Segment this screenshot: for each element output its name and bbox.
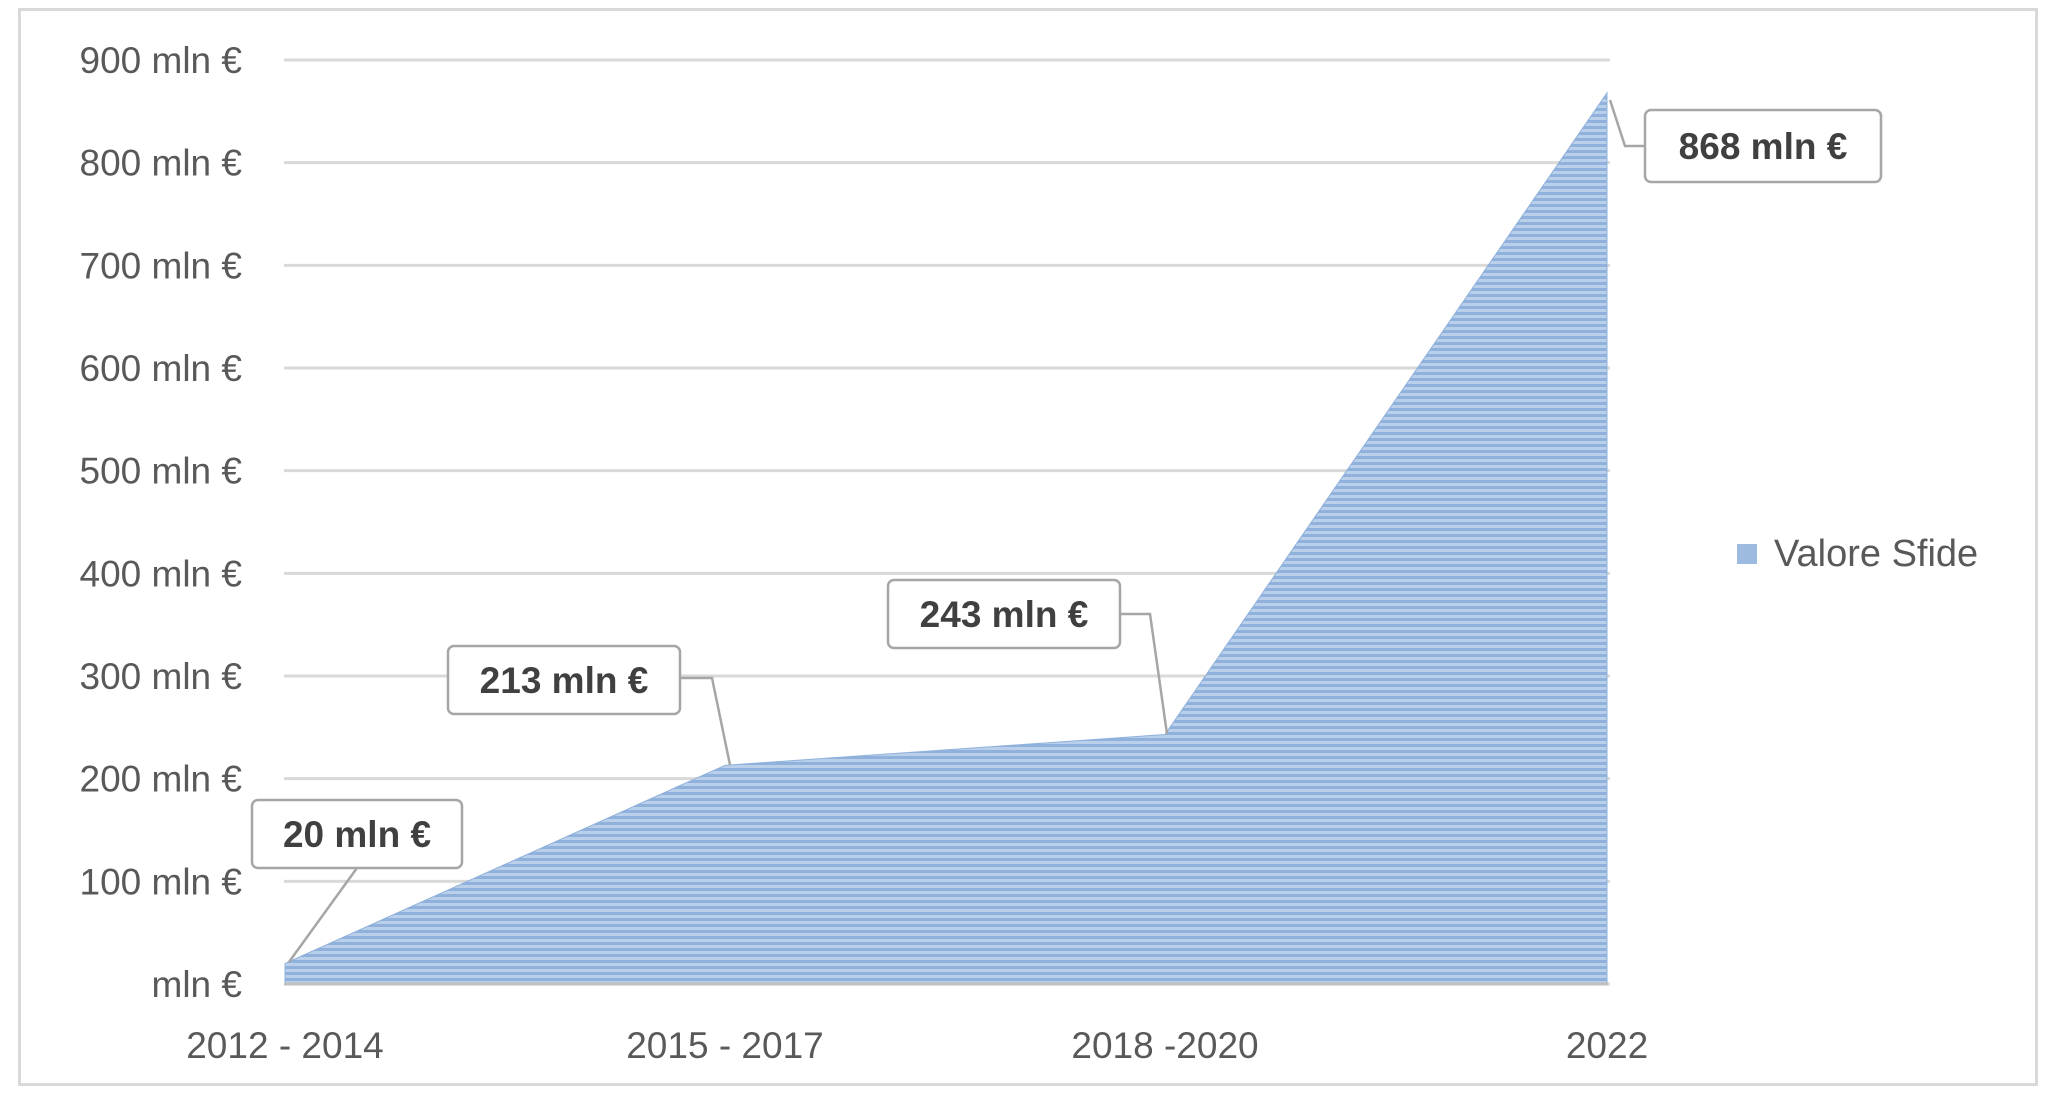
y-tick-label: mln €	[152, 964, 243, 1005]
y-tick-label: 100 mln €	[80, 861, 243, 902]
y-tick-label: 500 mln €	[80, 451, 243, 492]
x-tick-label: 2022	[1566, 1025, 1648, 1066]
y-tick-label: 800 mln €	[80, 143, 243, 184]
series-area-layer	[284, 91, 1608, 986]
series-area-valore-sfide	[284, 91, 1608, 985]
data-labels: 20 mln € 213 mln € 243 mln € 868 mln €	[250, 99, 1883, 963]
data-label-box	[1643, 108, 1883, 184]
x-tick-label: 2018 -2020	[1071, 1025, 1258, 1066]
y-tick-label: 200 mln €	[80, 759, 243, 800]
data-label: 868 mln €	[1679, 126, 1848, 167]
y-tick-label: 700 mln €	[80, 245, 243, 286]
legend-label: Valore Sfide	[1774, 533, 1978, 575]
data-label-box	[446, 644, 682, 716]
x-tick-label: 2015 - 2017	[626, 1025, 824, 1066]
data-label: 243 mln €	[920, 594, 1089, 635]
data-label-box	[886, 578, 1122, 650]
data-label-leader-line	[680, 676, 732, 766]
legend: Valore Sfide	[1737, 533, 1978, 575]
data-label: 213 mln €	[480, 660, 649, 701]
x-tick-label: 2012 - 2014	[186, 1025, 384, 1066]
y-tick-label: 600 mln €	[80, 348, 243, 389]
data-label-leader-line	[1120, 612, 1169, 735]
data-label-leader-line	[1608, 99, 1645, 148]
y-axis-ticks: mln € 100 mln € 200 mln € 300 mln € 400 mln …	[80, 40, 243, 1005]
legend-swatch	[1737, 544, 1757, 564]
y-tick-label: 400 mln €	[80, 553, 243, 594]
x-axis-ticks: 2012 - 2014 2015 - 2017 2018 -2020 2022	[186, 1025, 1648, 1066]
data-label: 20 mln €	[283, 814, 431, 855]
y-tick-label: 900 mln €	[80, 40, 243, 81]
data-label-box	[250, 798, 464, 870]
data-label-leader-line	[287, 867, 359, 963]
y-tick-label: 300 mln €	[80, 656, 243, 697]
